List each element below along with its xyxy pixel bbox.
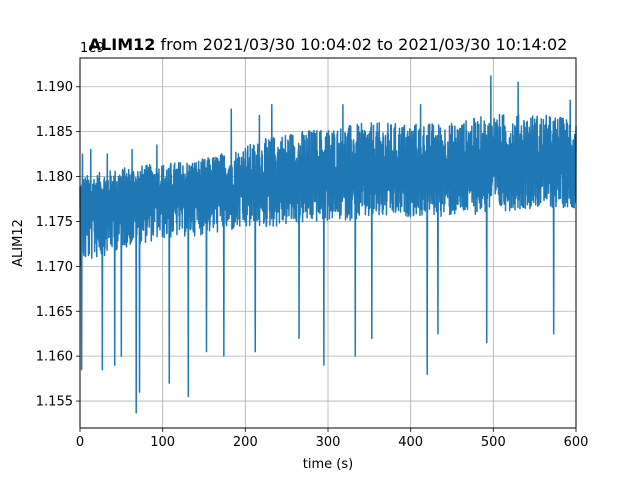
y-tick-label: 1.190 xyxy=(36,80,73,95)
x-tick-label: 100 xyxy=(150,435,175,450)
x-axis: 0 100 200 300 400 500 600 xyxy=(76,428,589,450)
chart-title: ALIM12 from 2021/03/30 10:04:02 to 2021/… xyxy=(89,35,568,54)
x-tick-label: 400 xyxy=(398,435,423,450)
x-tick-label: 500 xyxy=(481,435,506,450)
y-tick-label: 1.185 xyxy=(36,125,73,140)
y-axis-label: ALIM12 xyxy=(11,219,26,267)
y-offset-text: 1e9 xyxy=(80,41,105,56)
x-tick-label: 300 xyxy=(316,435,341,450)
x-tick-label: 0 xyxy=(76,435,84,450)
x-tick-label: 200 xyxy=(233,435,258,450)
y-tick-label: 1.165 xyxy=(36,305,73,320)
x-tick-label: 600 xyxy=(564,435,589,450)
series-line xyxy=(79,75,577,414)
y-axis: 1.155 1.160 1.165 1.170 1.175 1.180 1.185 1.190 xyxy=(36,80,80,410)
y-tick-label: 1.155 xyxy=(36,395,73,410)
y-tick-label: 1.180 xyxy=(36,170,73,185)
x-axis-label: time (s) xyxy=(303,457,353,472)
series-group xyxy=(79,75,577,414)
y-tick-label: 1.170 xyxy=(36,260,73,275)
y-tick-label: 1.160 xyxy=(36,350,73,365)
y-tick-label: 1.175 xyxy=(36,215,73,230)
